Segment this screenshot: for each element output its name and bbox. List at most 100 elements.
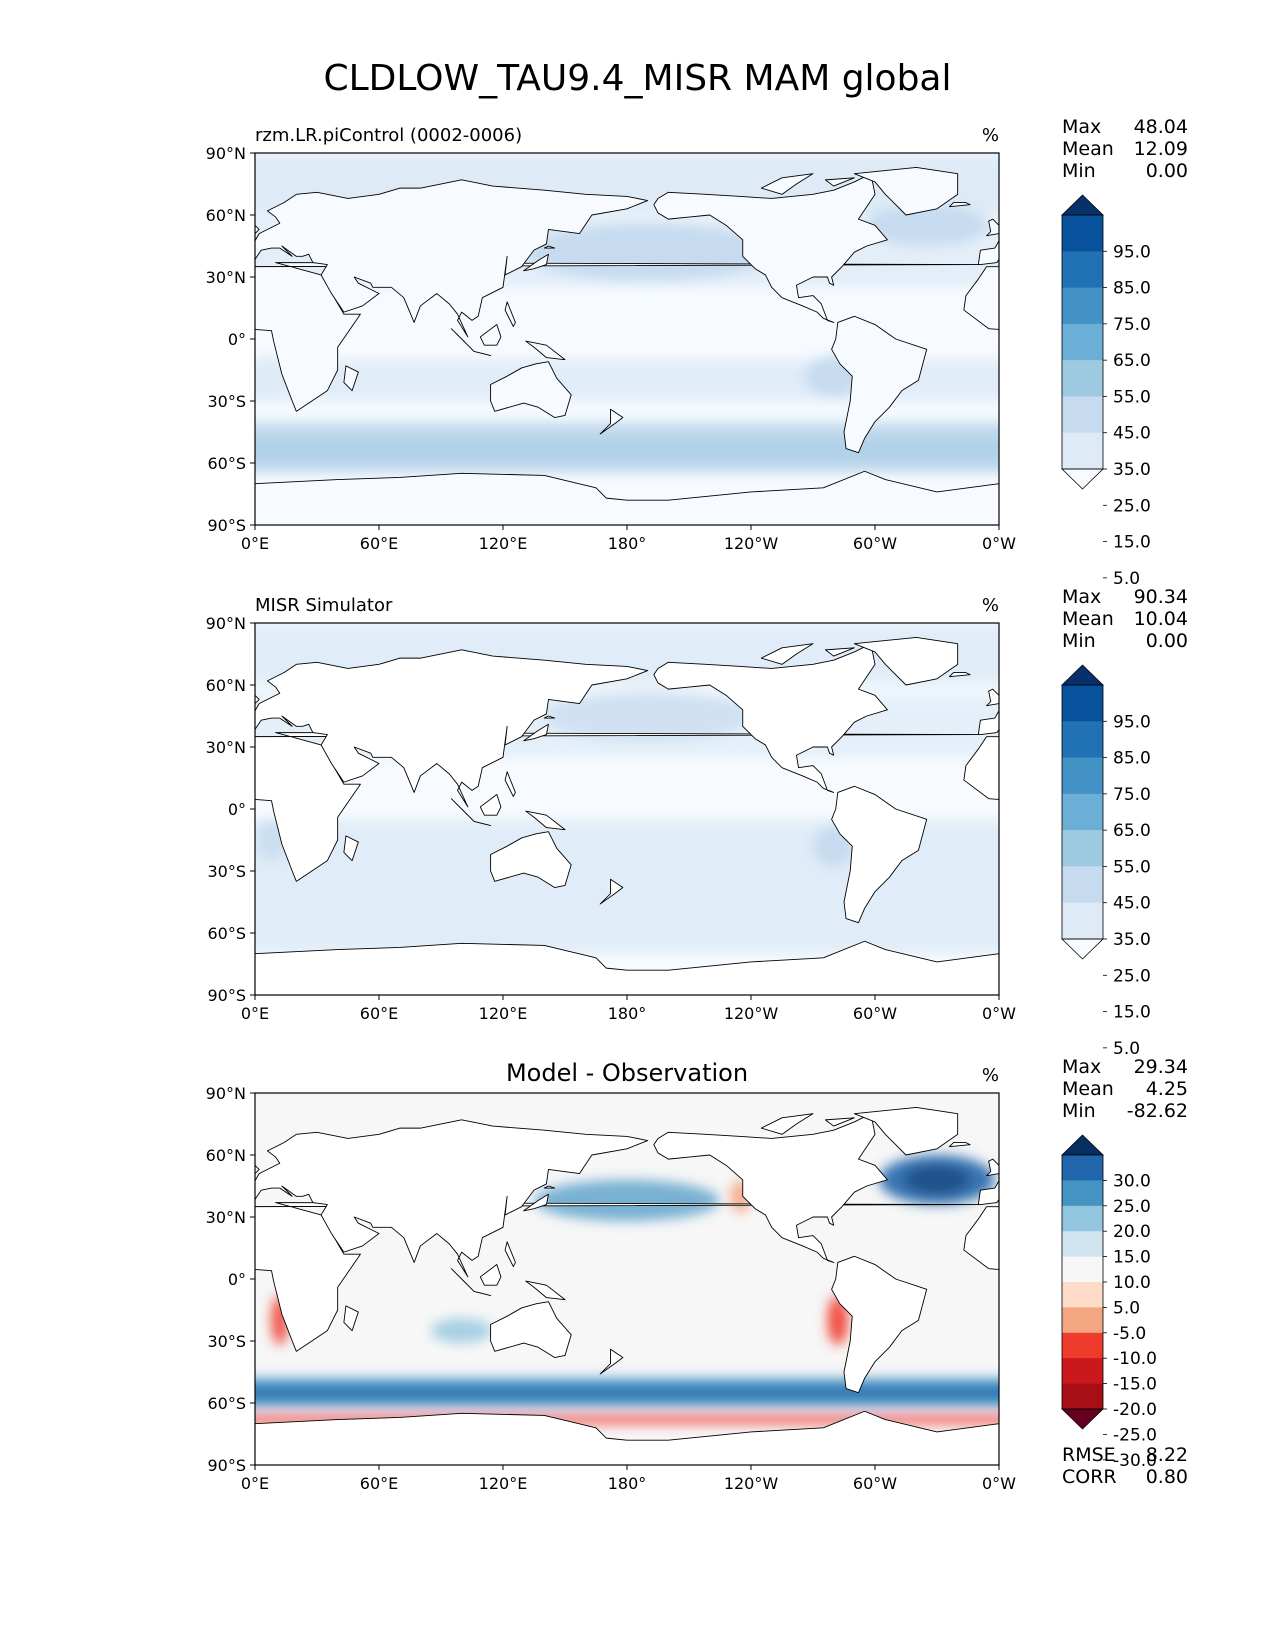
y-tick-label: 0° [228,800,246,819]
land-polygon-wrap [1249,302,1259,327]
y-tick-label: 30°N [206,738,246,757]
colorbar-segment [1062,1358,1103,1385]
land-polygon-wrap [1270,811,1275,830]
land-polygon-wrap [948,672,971,678]
colorbar-tick-label: 25.0 [1113,496,1151,516]
colorbar-tick-label: 10.0 [1113,1273,1151,1293]
colorbar-tick-label: 15.0 [1113,533,1151,553]
colorbar-extend-max [1061,664,1104,686]
colorbar-segment [1062,1383,1103,1410]
land-polygon [824,1117,855,1127]
colorbar-tick-label: 35.0 [1113,460,1151,480]
colorbar-segment [1062,1180,1103,1207]
y-tick-label: 30°N [206,268,246,287]
colorbar-segment [1062,360,1103,397]
map-field [255,1093,1218,1465]
land-polygon-wrap [977,709,999,736]
colorbar-extend-min [1061,1408,1104,1430]
panel-title-center: Model - Observation [506,1059,748,1087]
x-tick-label: 0°E [241,534,269,553]
colorbar-segment [1062,1282,1103,1308]
map-panel-diff: 0°E 60°E 120°E 180° 120°W 60°W 0°W 90°N 60°N 30°N… [206,1056,1218,1493]
panel-units: % [982,595,999,616]
land-polygon-wrap [986,1158,999,1177]
land-polygon-wrap [948,1142,971,1148]
land-polygon [543,245,556,249]
land-polygon-wrap [1195,1269,1218,1292]
colorbar-tick-label: 25.0 [1113,966,1151,986]
stat-value: 29.34 [1134,1056,1188,1078]
land-polygon-wrap [986,218,999,237]
land-polygon-wrap [1195,799,1218,822]
land-polygon [255,1164,260,1175]
southern-ocean-core [255,436,999,463]
colorbar-tick-label: -20.0 [1113,1400,1157,1420]
x-tick-label: 60°E [360,534,398,553]
land-polygon [831,785,928,924]
land-polygon-wrap [1218,351,1235,355]
indian-ocean-positive [430,1318,493,1344]
colorbar-tick-label: 45.0 [1113,424,1151,444]
x-tick-label: 60°E [360,1004,398,1023]
y-tick-label: 30°S [207,392,246,411]
x-tick-label: 0°W [982,534,1016,553]
x-tick-label: 0°E [241,1004,269,1023]
land-polygon [255,649,649,808]
land-polygon-wrap [1224,795,1245,816]
land-polygon [473,1290,492,1296]
land-polygon [853,1107,959,1156]
land-polygon-wrap [1235,832,1275,888]
north-pacific-positive [534,1179,720,1222]
colorbar-extend-max [1061,1134,1104,1156]
x-tick-label: 60°W [853,1004,897,1023]
land-polygon [523,1193,549,1212]
y-tick-label: 60°N [206,206,246,225]
colorbar-segment [1062,793,1103,831]
stat-label: Max [1062,1056,1101,1078]
peru-coast-negative [827,1295,849,1346]
x-tick-label: 60°E [360,1474,398,1493]
colorbar-tick-label: 5.0 [1113,1039,1140,1059]
land-polygon [343,1305,359,1332]
land-polygon-wrap [1195,329,1218,352]
north-pacific-cloud [523,223,772,282]
metric-value: 8.22 [1146,1444,1188,1466]
colorbar-tick-label: 65.0 [1113,821,1151,841]
land-polygon [504,771,516,798]
stat-label: Max [1062,586,1101,608]
y-tick-label: 90°N [206,614,246,633]
stat-label: Mean [1062,608,1114,630]
x-tick-label: 120°W [724,1004,779,1023]
colorbar-segment [1062,251,1103,289]
land-polygon [760,1113,814,1135]
colorbar-extend-max [1061,194,1104,216]
colorbar-segment [1062,1231,1103,1258]
x-tick-label: 120°W [724,1474,779,1493]
colorbar-tick-label: 95.0 [1113,712,1151,732]
land-polygon [523,253,549,272]
land-polygon [831,1255,928,1394]
colorbar-tick-label: 75.0 [1113,315,1151,335]
land-polygon-wrap [986,688,999,707]
north-pacific-cloud [544,691,752,741]
colorbar-tick-label: 95.0 [1113,242,1151,262]
colorbar-tick-label: 5.0 [1113,569,1140,589]
colorbar-tick-label: 35.0 [1113,930,1151,950]
x-tick-label: 0°W [982,1004,1016,1023]
land-polygon-wrap [1224,325,1245,346]
colorbar-segment [1062,866,1103,904]
y-tick-label: 90°N [206,144,246,163]
colorbar-tick-label: -25.0 [1113,1425,1157,1445]
y-tick-label: 30°S [207,862,246,881]
land-polygon [525,810,566,831]
southern-ocean-core [255,1386,999,1399]
colorbar-segment [1062,1332,1103,1359]
colorbar-segment [1062,396,1103,434]
metric-value: 0.80 [1146,1466,1188,1488]
land-polygon [490,361,572,418]
land-polygon [523,723,549,742]
colorbar-tick-label: 55.0 [1113,387,1151,407]
stat-value: 12.09 [1134,138,1188,160]
colorbar-tick-label: 15.0 [1113,1248,1151,1268]
stat-label: Mean [1062,1078,1114,1100]
